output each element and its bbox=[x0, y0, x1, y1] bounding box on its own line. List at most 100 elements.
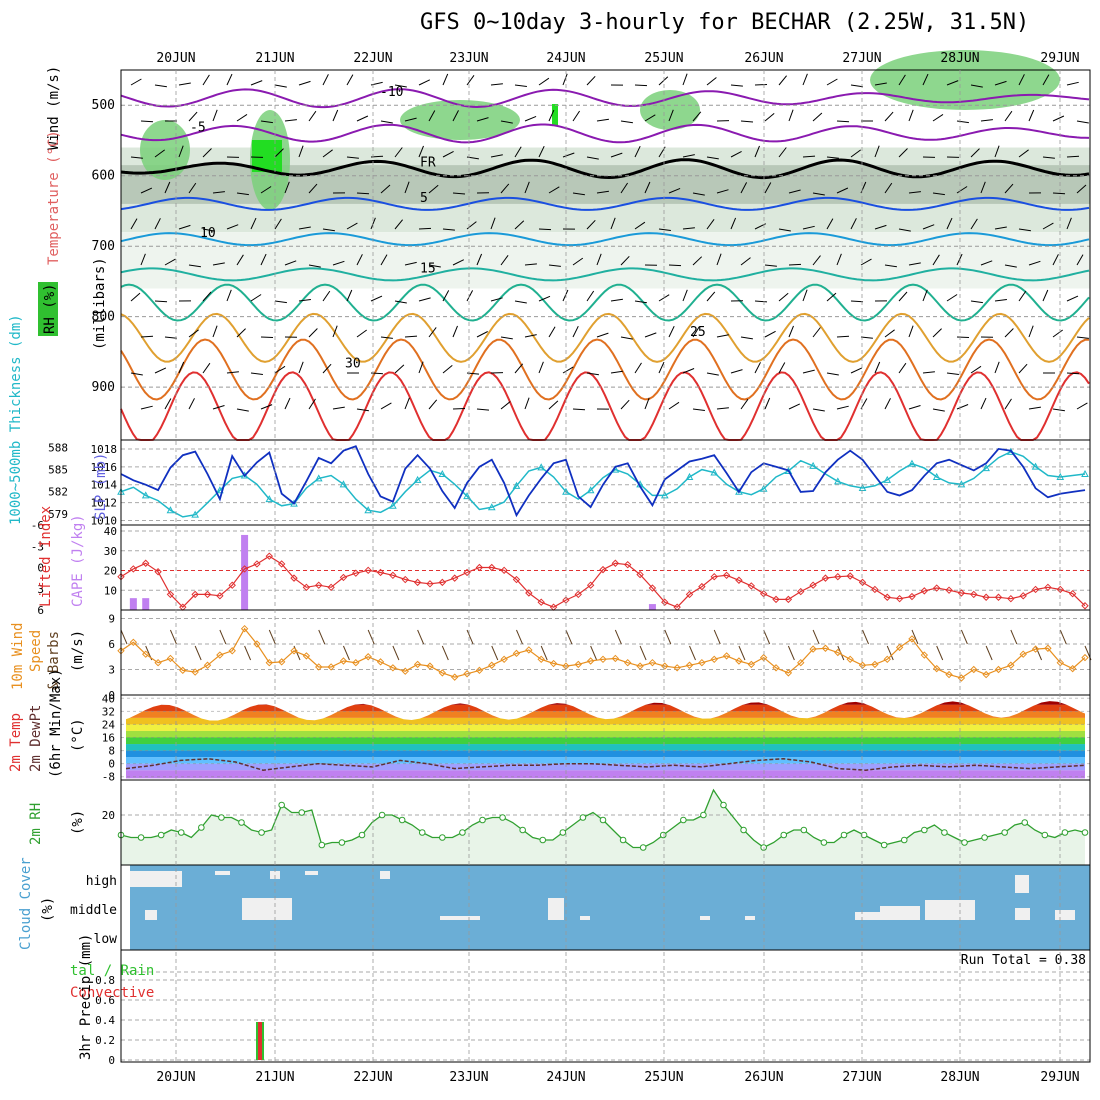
li-marker bbox=[735, 576, 743, 584]
wind-barb bbox=[524, 263, 537, 266]
wind-barb bbox=[586, 156, 599, 160]
precip-tick: 0.6 bbox=[95, 994, 115, 1007]
wind-barb bbox=[476, 117, 489, 122]
wind-barb bbox=[911, 629, 919, 645]
wind-barb bbox=[639, 645, 647, 661]
rh-marker bbox=[780, 831, 788, 839]
wind-barb bbox=[994, 361, 1000, 374]
wind-barb bbox=[524, 397, 530, 410]
thickness-marker bbox=[512, 481, 521, 489]
wind-barb bbox=[442, 290, 450, 302]
wind-barb bbox=[380, 336, 393, 339]
li-marker bbox=[722, 571, 731, 579]
temp-band bbox=[126, 744, 1085, 751]
li-marker bbox=[253, 560, 261, 568]
temperature-contour bbox=[120, 196, 1090, 211]
wind-barb bbox=[332, 406, 345, 410]
wind-barb bbox=[538, 228, 552, 231]
wind-barb bbox=[452, 110, 459, 122]
panel-frame bbox=[120, 949, 1091, 1063]
li-marker bbox=[1056, 585, 1064, 594]
wind-barb bbox=[826, 292, 837, 302]
wind-barb bbox=[250, 80, 263, 86]
li-tick: -3 bbox=[31, 540, 44, 553]
date-label-bottom: 25JUN bbox=[644, 1070, 683, 1085]
wind-barb bbox=[946, 80, 959, 86]
wind-marker bbox=[648, 658, 657, 667]
wind-barb bbox=[500, 336, 513, 340]
wind-marker bbox=[277, 658, 286, 666]
wind-marker bbox=[1007, 661, 1015, 669]
wind-barb bbox=[836, 253, 842, 266]
panel-frame bbox=[120, 609, 1091, 696]
wind-barb bbox=[692, 326, 700, 338]
axis-label: (°C) bbox=[70, 718, 86, 752]
wind-marker bbox=[624, 658, 632, 667]
wind-barb bbox=[466, 629, 474, 645]
li-marker bbox=[636, 570, 644, 579]
cloud-high-cell bbox=[305, 871, 318, 875]
wind-marker bbox=[216, 651, 224, 659]
wind-barb bbox=[908, 191, 921, 194]
wind-barb bbox=[644, 397, 650, 410]
axis-label: Convective bbox=[70, 985, 154, 1001]
wind-barb bbox=[274, 84, 287, 88]
date-label-bottom: 20JUN bbox=[156, 1070, 195, 1085]
wind-barb bbox=[322, 363, 332, 374]
wind-barb bbox=[370, 217, 376, 230]
wind-barb bbox=[418, 297, 431, 302]
wind-barb bbox=[274, 300, 287, 304]
temperature-contour bbox=[120, 232, 1090, 247]
wind-barb bbox=[620, 336, 633, 340]
wind-barb bbox=[970, 148, 980, 158]
wind-barb bbox=[140, 405, 153, 410]
wind-barb bbox=[260, 336, 274, 338]
cape-tick: 30 bbox=[104, 545, 117, 558]
wind-marker bbox=[945, 670, 953, 679]
wind-barb bbox=[490, 297, 503, 302]
thickness-marker bbox=[586, 486, 595, 494]
temp-band bbox=[126, 724, 1085, 731]
wind-barb bbox=[788, 403, 801, 410]
wind-barb bbox=[812, 112, 823, 122]
temperature-contour bbox=[120, 371, 1090, 441]
wind-barb bbox=[140, 187, 153, 194]
wind-barb bbox=[538, 145, 545, 158]
wind-barb bbox=[394, 300, 407, 304]
rh-marker bbox=[981, 834, 988, 841]
li-marker bbox=[277, 560, 286, 568]
wind-barb bbox=[682, 73, 688, 86]
wind-barb bbox=[1028, 406, 1041, 410]
date-label-bottom: 26JUN bbox=[744, 1070, 783, 1085]
li-marker bbox=[846, 572, 854, 580]
axis-label: & Barbs bbox=[46, 631, 62, 690]
wind-marker bbox=[932, 664, 941, 673]
wind-barb bbox=[668, 401, 680, 410]
wind-barb bbox=[226, 371, 239, 374]
wind-barb bbox=[524, 181, 530, 194]
axis-label: 10m Wind bbox=[10, 623, 26, 690]
wind-barb bbox=[980, 260, 993, 266]
axis-label: Speed bbox=[28, 630, 44, 672]
temperature-contour bbox=[120, 267, 1090, 282]
wind-barb bbox=[682, 289, 688, 302]
wind-barb bbox=[668, 109, 674, 122]
thickness-marker bbox=[141, 491, 150, 499]
wind-barb bbox=[452, 259, 465, 266]
cloud-middle-cell bbox=[855, 912, 880, 920]
wind-barb bbox=[812, 327, 821, 338]
rh-marker bbox=[1001, 829, 1008, 836]
axis-label: tal / Rain bbox=[70, 963, 154, 979]
wind-barb bbox=[236, 192, 249, 196]
wind-barb bbox=[514, 220, 525, 230]
wind-barb bbox=[980, 181, 986, 194]
wind-barb bbox=[268, 629, 276, 645]
wind-marker bbox=[1068, 664, 1077, 673]
wind-barb bbox=[1018, 74, 1025, 86]
li-marker bbox=[994, 593, 1003, 601]
cloud-high-cell bbox=[1015, 875, 1029, 893]
wind-barb bbox=[596, 253, 602, 266]
thickness-marker bbox=[858, 483, 867, 492]
cape-bar bbox=[129, 598, 137, 610]
wind-barb bbox=[394, 364, 405, 374]
